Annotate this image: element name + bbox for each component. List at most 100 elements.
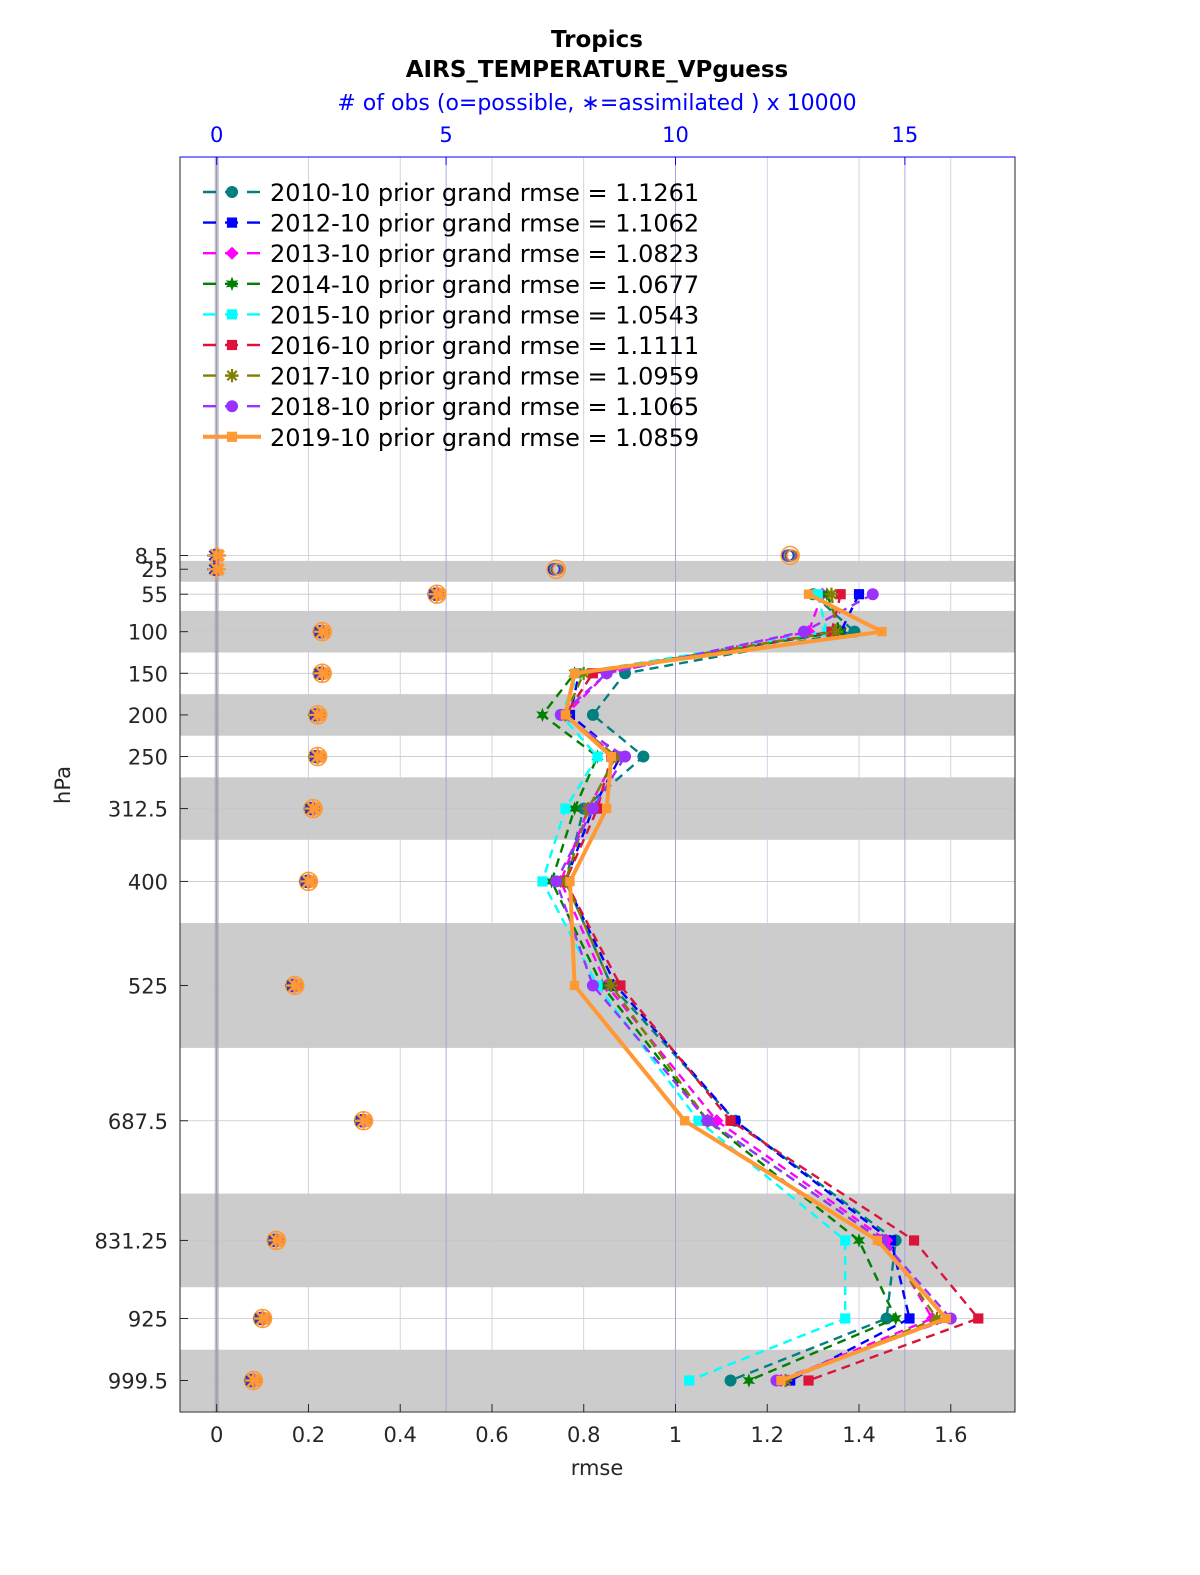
series-point (569, 980, 580, 991)
y-tick-label: 400 (128, 870, 168, 894)
y-tick-label: 831.25 (95, 1229, 168, 1253)
assimilated-obs-marker (308, 706, 327, 724)
series-point (889, 1311, 902, 1326)
assimilated-obs-marker (354, 1111, 373, 1130)
series-point (637, 750, 650, 763)
series-point (973, 1313, 984, 1324)
y-tick-label: 55 (141, 583, 168, 607)
chart-subtitle: AIRS_TEMPERATURE_VPguess (406, 57, 788, 83)
y-tick-label: 100 (128, 621, 168, 645)
series-point (840, 1313, 851, 1324)
series-point (725, 1115, 736, 1126)
assimilated-obs-marker (244, 1371, 263, 1390)
series-point (742, 1373, 756, 1388)
legend-label: 2013-10 prior grand rmse = 1.0823 (270, 240, 699, 268)
series-point (536, 707, 549, 723)
x-tick-label: 0.4 (384, 1423, 417, 1447)
series-point (587, 668, 599, 679)
series-point (908, 1235, 920, 1246)
legend-marker (226, 217, 238, 228)
series-point (560, 710, 571, 720)
assimilated-obs-marker (253, 1309, 272, 1328)
series-group (560, 589, 951, 1386)
possible-obs-marker (786, 549, 799, 562)
x-tick-label: 1.6 (934, 1423, 967, 1447)
possible-obs-marker (546, 559, 566, 579)
top-tick-label: 5 (439, 123, 452, 147)
series-point (835, 589, 846, 600)
series-line (563, 592, 949, 1383)
series-line (564, 594, 939, 1382)
possible-obs-marker (780, 545, 800, 566)
x-tick-label: 0.2 (292, 1423, 325, 1447)
y-tick-label: 250 (128, 746, 168, 770)
series-point (803, 1375, 814, 1386)
y-axis-label: hPa (51, 766, 75, 804)
series-point (565, 876, 575, 887)
top-axis-label: # of obs (o=possible, ∗=assimilated ) x … (337, 91, 856, 116)
legend-marker (226, 309, 238, 320)
legend: 2010-10 prior grand rmse = 1.1261 2012-10… (203, 179, 699, 452)
series-point (904, 1313, 915, 1324)
series-point (797, 625, 810, 638)
assimilated-obs-marker (285, 976, 304, 995)
legend-marker (225, 276, 239, 291)
obs-count-markers (207, 545, 800, 1391)
legend-label: 2012-10 prior grand rmse = 1.1062 (270, 210, 699, 238)
assimilated-obs-marker (313, 622, 332, 641)
possible-obs-marker (552, 563, 565, 576)
series-point (872, 1235, 883, 1246)
y-tick-label: 925 (128, 1307, 168, 1331)
legend-label: 2019-10 prior grand rmse = 1.0859 (270, 424, 699, 452)
top-tick-label: 10 (662, 123, 689, 147)
series-point (701, 1114, 714, 1127)
series-point (930, 1311, 944, 1326)
top-tick-label: 0 (210, 123, 223, 147)
series-point (840, 1235, 851, 1246)
assimilated-obs-marker (428, 585, 446, 604)
legend-marker (226, 186, 238, 198)
series-point (724, 1374, 737, 1387)
legend-label: 2018-10 prior grand rmse = 1.1065 (270, 393, 699, 421)
series-point (568, 801, 581, 816)
y-tick-label: 312.5 (108, 798, 168, 822)
series-point (941, 1313, 951, 1324)
series-point (606, 751, 616, 762)
shaded-band (180, 560, 1015, 582)
series-point (684, 1375, 695, 1386)
series-point (586, 708, 599, 721)
assimilated-obs-marker (313, 664, 332, 683)
y-tick-label: 200 (128, 704, 168, 728)
series-point (592, 751, 603, 762)
y-tick-label: 150 (128, 662, 168, 686)
series-point (550, 875, 563, 888)
series-point (852, 1233, 866, 1248)
series-point (824, 587, 839, 601)
series-point (803, 589, 814, 599)
legend-label: 2015-10 prior grand rmse = 1.0543 (270, 301, 699, 329)
assimilated-obs-marker (308, 747, 327, 766)
x-tick-label: 1.2 (751, 1423, 784, 1447)
series-point (586, 802, 599, 815)
series-point (619, 750, 632, 763)
series-point (812, 589, 823, 600)
series-point (602, 803, 612, 814)
series-point (776, 1375, 786, 1386)
y-tick-label: 8.5 (135, 545, 168, 569)
series-point (866, 588, 879, 601)
y-tick-label: 525 (128, 974, 168, 998)
assimilated-obs-marker (299, 872, 318, 891)
x-tick-label: 1 (669, 1423, 682, 1447)
y-tick-label: 25 (141, 558, 168, 582)
series-point (569, 668, 580, 678)
series-point (853, 589, 865, 600)
y-tick-label: 999.5 (108, 1370, 168, 1394)
legend-marker (225, 369, 239, 383)
legend-marker (225, 246, 239, 260)
legend-label: 2014-10 prior grand rmse = 1.0677 (270, 271, 699, 299)
series-point (537, 876, 548, 887)
series-point (877, 626, 887, 637)
series-line (541, 593, 897, 1382)
x-axis-label: rmse (571, 1456, 624, 1480)
